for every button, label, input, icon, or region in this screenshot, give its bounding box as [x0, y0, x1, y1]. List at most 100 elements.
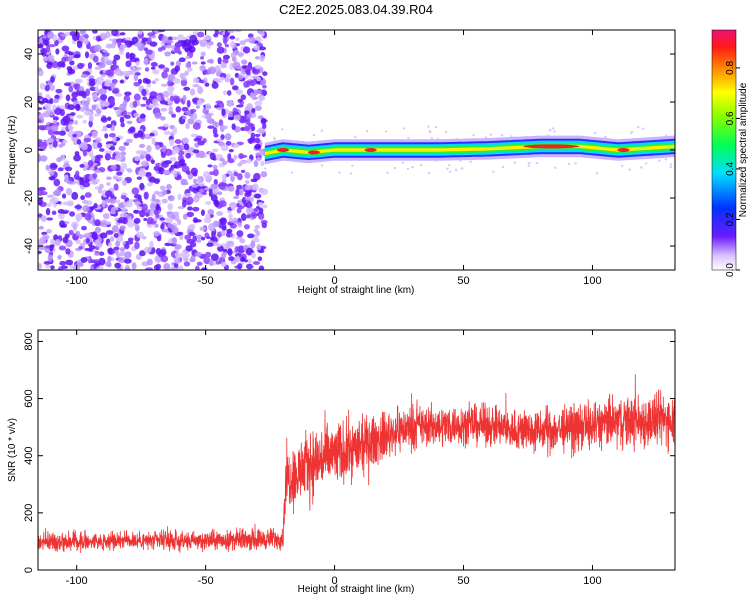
heatmap-noise-cell [135, 61, 140, 66]
heatmap-noise-cell [226, 228, 233, 234]
heatmap-noise-cell [182, 137, 190, 145]
heatmap-noise-cell [256, 30, 264, 34]
heatmap-noise-cell [169, 267, 176, 270]
heatmap-noise-cell [110, 156, 116, 160]
heatmap-noise-cell [243, 110, 250, 115]
heatmap-sparse-cell [290, 171, 293, 174]
heatmap-noise-cell [180, 77, 188, 81]
heatmap-noise-cell [157, 126, 166, 130]
heatmap-noise-cell [62, 201, 70, 206]
heatmap-noise-cell [197, 176, 202, 184]
heatmap-noise-cell [38, 43, 44, 49]
heatmap-noise-cell [190, 167, 199, 175]
snr-y-tick-label: 0 [23, 567, 35, 573]
heatmap-sparse-cell [264, 167, 267, 170]
heatmap-noise-cell [204, 251, 212, 258]
heatmap-noise-cell [220, 230, 226, 236]
heatmap-noise-cell [85, 88, 91, 97]
heatmap-noise-cell [234, 246, 239, 253]
heatmap-noise-cell [71, 92, 79, 99]
heatmap-noise-cell [200, 209, 206, 216]
heatmap-noise-cell [197, 86, 204, 95]
heatmap-sparse-cell [401, 161, 405, 164]
heatmap-noise-cell [137, 30, 143, 35]
heatmap-noise-cell [122, 217, 128, 225]
heatmap-noise-cell [94, 226, 101, 234]
heatmap-noise-cell [235, 37, 240, 42]
heatmap-noise-cell [167, 36, 174, 41]
heatmap-noise-cell [38, 226, 44, 230]
heatmap-marks [38, 30, 675, 270]
heatmap-noise-cell [154, 223, 159, 228]
heatmap-noise-cell [119, 103, 127, 111]
heatmap-noise-cell [38, 186, 47, 191]
heatmap-noise-cell [237, 245, 245, 254]
heatmap-noise-cell [73, 154, 82, 162]
heatmap-noise-cell [213, 199, 220, 208]
heatmap-sparse-cell [448, 163, 451, 167]
heatmap-noise-cell [251, 183, 259, 191]
heatmap-noise-cell [75, 170, 80, 177]
heatmap-noise-cell [45, 126, 51, 131]
heatmap-noise-cell [153, 178, 160, 184]
heatmap-noise-cell [69, 112, 76, 116]
heatmap-noise-cell [110, 42, 116, 49]
heatmap-noise-cell [233, 154, 238, 160]
heatmap-noise-cell [203, 256, 211, 265]
heatmap-peak [617, 148, 630, 152]
heatmap-noise-cell [193, 137, 202, 142]
heatmap-noise-cell [91, 105, 97, 111]
heatmap-noise-cell [205, 213, 211, 221]
heatmap-noise-cell [94, 219, 101, 227]
heatmap-peak [307, 150, 320, 155]
heatmap-noise-cell [38, 262, 43, 270]
heatmap-noise-cell [164, 51, 171, 57]
heatmap-noise-cell [119, 225, 126, 231]
heatmap-noise-cell [247, 258, 252, 264]
heatmap-noise-cell [183, 39, 192, 46]
heatmap-x-tick-label: -100 [66, 275, 88, 287]
heatmap-noise-cell [201, 191, 208, 196]
heatmap-sparse-cell [595, 172, 599, 175]
heatmap-noise-cell [74, 151, 80, 156]
heatmap-noise-cell [82, 149, 88, 157]
heatmap-noise-cell [112, 175, 119, 180]
heatmap-noise-cell [124, 251, 132, 259]
heatmap-noise-cell [259, 95, 266, 101]
heatmap-noise-cell [104, 153, 111, 161]
heatmap-noise-cell [59, 108, 65, 117]
heatmap-noise-cell [220, 62, 227, 69]
heatmap-noise-cell [224, 43, 230, 48]
heatmap-noise-cell [72, 223, 77, 231]
heatmap-noise-cell [93, 202, 98, 209]
heatmap-noise-cell [38, 113, 47, 118]
heatmap-noise-cell [237, 189, 244, 196]
heatmap-noise-cell [46, 217, 54, 221]
heatmap-noise-cell [258, 46, 267, 51]
heatmap-noise-cell [205, 201, 212, 205]
heatmap-noise-cell [246, 103, 253, 111]
heatmap-noise-cell [157, 47, 163, 52]
heatmap-noise-cell [216, 42, 222, 48]
heatmap-noise-cell [233, 195, 240, 200]
heatmap-noise-cell [111, 30, 119, 37]
heatmap-sparse-cell [535, 161, 539, 165]
heatmap-noise-cell [218, 200, 227, 208]
snr-x-tick-label: 0 [332, 575, 338, 587]
heatmap-noise-cell [109, 145, 116, 151]
heatmap-noise-cell [237, 98, 243, 103]
heatmap-noise-cell [42, 56, 49, 62]
heatmap-noise-cell [129, 53, 136, 59]
heatmap-noise-cell [257, 115, 264, 120]
heatmap-noise-cell [75, 230, 81, 236]
heatmap-noise-cell [169, 156, 177, 162]
heatmap-noise-cell [207, 209, 215, 215]
heatmap-noise-cell [153, 217, 159, 222]
heatmap-noise-cell [121, 207, 127, 213]
heatmap-noise-cell [55, 48, 60, 55]
snr-x-tick-label: -100 [66, 575, 88, 587]
heatmap-noise-cell [136, 41, 142, 48]
heatmap-noise-cell [209, 152, 216, 161]
heatmap-noise-cell [124, 37, 132, 41]
heatmap-noise-cell [47, 54, 55, 60]
